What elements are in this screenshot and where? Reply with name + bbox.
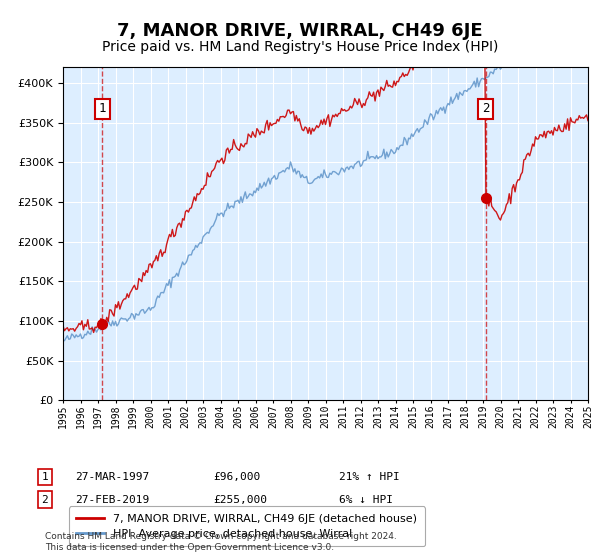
Text: 7, MANOR DRIVE, WIRRAL, CH49 6JE: 7, MANOR DRIVE, WIRRAL, CH49 6JE xyxy=(117,22,483,40)
Text: 27-FEB-2019: 27-FEB-2019 xyxy=(75,494,149,505)
Legend: 7, MANOR DRIVE, WIRRAL, CH49 6JE (detached house), HPI: Average price, detached : 7, MANOR DRIVE, WIRRAL, CH49 6JE (detach… xyxy=(68,506,425,547)
Text: 1: 1 xyxy=(98,102,106,115)
Text: 6% ↓ HPI: 6% ↓ HPI xyxy=(339,494,393,505)
Text: Contains HM Land Registry data © Crown copyright and database right 2024.
This d: Contains HM Land Registry data © Crown c… xyxy=(45,533,397,552)
Text: 27-MAR-1997: 27-MAR-1997 xyxy=(75,472,149,482)
Text: Price paid vs. HM Land Registry's House Price Index (HPI): Price paid vs. HM Land Registry's House … xyxy=(102,40,498,54)
Text: £96,000: £96,000 xyxy=(213,472,260,482)
Text: 2: 2 xyxy=(41,494,49,505)
Text: 21% ↑ HPI: 21% ↑ HPI xyxy=(339,472,400,482)
Text: 1: 1 xyxy=(41,472,49,482)
Text: 2: 2 xyxy=(482,102,490,115)
Text: £255,000: £255,000 xyxy=(213,494,267,505)
